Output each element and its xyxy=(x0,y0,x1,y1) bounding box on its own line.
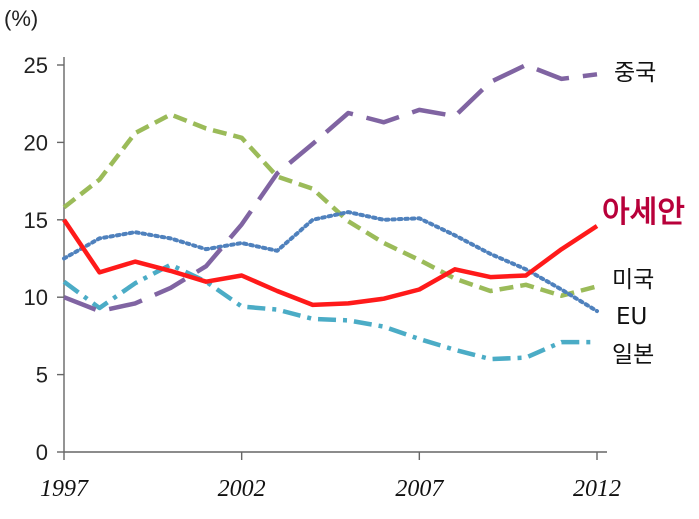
series-line-4 xyxy=(62,262,597,362)
x-axis: 1997 2002 2007 2012 xyxy=(40,451,621,502)
series-line-1 xyxy=(62,218,599,308)
series-label-3: EU xyxy=(616,304,647,330)
y-axis: 0 5 10 15 20 25 xyxy=(24,53,65,465)
series-label-4: 일본 xyxy=(612,342,654,368)
y-tick-label: 5 xyxy=(36,363,48,388)
x-tick-label: 1997 xyxy=(40,476,89,502)
y-tick-label: 0 xyxy=(36,440,48,465)
y-unit-label: (%) xyxy=(4,6,38,31)
series-label-2: 미국 xyxy=(612,267,654,293)
y-tick-label: 20 xyxy=(24,130,48,155)
y-tick-label: 25 xyxy=(24,53,48,78)
x-tick-label: 2012 xyxy=(573,476,621,502)
y-tick-label: 10 xyxy=(24,285,48,310)
y-tick-label: 15 xyxy=(24,208,48,233)
series-line-2 xyxy=(62,210,599,314)
x-tick-label: 2002 xyxy=(218,476,266,502)
series-line-3 xyxy=(62,112,598,298)
series-lines xyxy=(62,62,599,362)
x-tick-label: 2007 xyxy=(395,476,444,502)
series-line-0 xyxy=(63,62,598,314)
series-label-0: 중국 xyxy=(614,60,656,86)
series-label-1: 아세안 xyxy=(602,195,685,230)
